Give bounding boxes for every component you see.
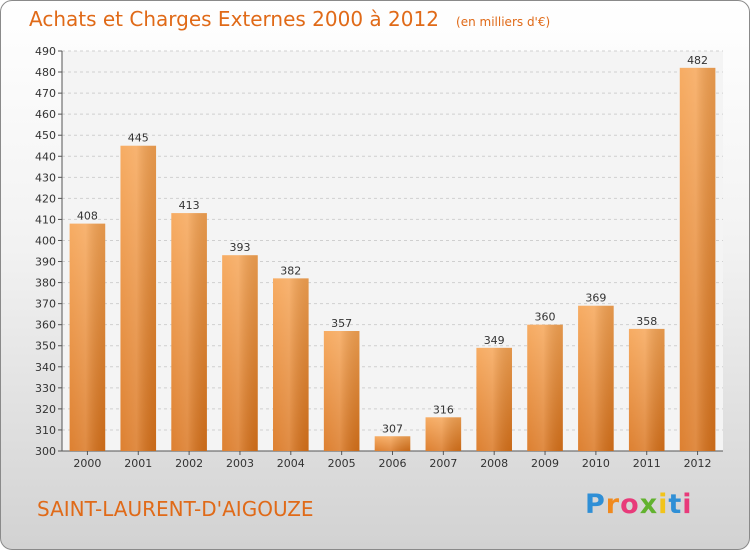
bar-shine-2003 bbox=[222, 255, 258, 451]
x-tick-label: 2003 bbox=[226, 457, 254, 470]
data-label-2011: 358 bbox=[636, 315, 657, 328]
y-tick-label: 330 bbox=[35, 382, 56, 395]
x-tick-label: 2011 bbox=[633, 457, 661, 470]
data-label-2000: 408 bbox=[77, 210, 98, 223]
y-tick-label: 400 bbox=[35, 234, 56, 247]
x-tick-label: 2009 bbox=[531, 457, 559, 470]
y-tick-label: 340 bbox=[35, 361, 56, 374]
y-tick-label: 360 bbox=[35, 319, 56, 332]
x-tick-label: 2010 bbox=[582, 457, 610, 470]
logo-letter: P bbox=[585, 489, 606, 520]
data-label-2009: 360 bbox=[535, 311, 556, 324]
x-tick-label: 2001 bbox=[124, 457, 152, 470]
bar-shine-2002 bbox=[171, 213, 207, 451]
data-label-2001: 445 bbox=[128, 132, 149, 145]
x-tick-label: 2000 bbox=[73, 457, 101, 470]
y-tick-label: 470 bbox=[35, 87, 56, 100]
bar-shine-2012 bbox=[679, 67, 716, 451]
y-tick-label: 450 bbox=[35, 129, 56, 142]
commune-name: SAINT-LAURENT-D'AIGOUZE bbox=[37, 497, 314, 521]
data-label-2004: 382 bbox=[280, 264, 301, 277]
y-tick-label: 300 bbox=[35, 445, 56, 458]
data-label-2012: 482 bbox=[687, 54, 708, 67]
bar-shine-2006 bbox=[374, 436, 411, 451]
logo-letter: o bbox=[620, 489, 640, 520]
bar-shine-2005 bbox=[323, 331, 360, 451]
data-label-2008: 349 bbox=[484, 334, 505, 347]
data-label-2007: 316 bbox=[433, 403, 454, 416]
y-tick-label: 410 bbox=[35, 213, 56, 226]
data-label-2010: 369 bbox=[585, 292, 606, 305]
x-tick-label: 2005 bbox=[328, 457, 356, 470]
chart-title: Achats et Charges Externes 2000 à 2012 bbox=[29, 7, 439, 31]
x-tick-label: 2012 bbox=[684, 457, 712, 470]
y-tick-label: 350 bbox=[35, 340, 56, 353]
data-label-2006: 307 bbox=[382, 422, 403, 435]
labels: 300 310 320 330 340 350 360 370 380 390 400 410 420 4… bbox=[35, 45, 712, 470]
y-tick-label: 420 bbox=[35, 192, 56, 205]
x-tick-label: 2008 bbox=[480, 457, 508, 470]
y-tick-label: 480 bbox=[35, 66, 56, 79]
bar-shine-2004 bbox=[273, 278, 309, 451]
y-tick-label: 380 bbox=[35, 277, 56, 290]
bar-shine-2000 bbox=[69, 223, 106, 451]
y-tick-label: 490 bbox=[35, 45, 56, 58]
y-tick-label: 460 bbox=[35, 108, 56, 121]
bars bbox=[69, 67, 716, 451]
bar-shine-2011 bbox=[628, 328, 665, 451]
y-tick-label: 370 bbox=[35, 298, 56, 311]
logo-letter: i bbox=[682, 489, 693, 520]
logo-letter: i bbox=[658, 489, 669, 520]
data-label-2005: 357 bbox=[331, 317, 352, 330]
proxiti-logo: Proxiti bbox=[585, 489, 693, 520]
x-tick-label: 2006 bbox=[379, 457, 407, 470]
title-row: Achats et Charges Externes 2000 à 2012 (… bbox=[29, 7, 550, 31]
y-tick-label: 430 bbox=[35, 171, 56, 184]
y-tick-label: 390 bbox=[35, 256, 56, 269]
logo-letter: r bbox=[605, 489, 621, 520]
chart-unit: (en milliers d'€) bbox=[456, 15, 551, 29]
grid-lines bbox=[62, 50, 723, 452]
y-tick-label: 310 bbox=[35, 424, 56, 437]
x-tick-label: 2007 bbox=[429, 457, 457, 470]
bar-shine-2001 bbox=[120, 145, 157, 451]
bar-shine-2008 bbox=[476, 347, 512, 451]
x-tick-label: 2002 bbox=[175, 457, 203, 470]
logo-letter: t bbox=[668, 489, 683, 520]
x-tick-label: 2004 bbox=[277, 457, 305, 470]
plot-area bbox=[62, 51, 723, 451]
bar-shine-2010 bbox=[578, 305, 614, 451]
data-label-2002: 413 bbox=[179, 199, 200, 212]
logo-letter: x bbox=[639, 489, 659, 520]
bar-shine-2007 bbox=[425, 417, 462, 451]
bar-shine-2009 bbox=[527, 324, 563, 451]
y-tick-label: 320 bbox=[35, 403, 56, 416]
y-tick-label: 440 bbox=[35, 150, 56, 163]
data-label-2003: 393 bbox=[229, 241, 250, 254]
